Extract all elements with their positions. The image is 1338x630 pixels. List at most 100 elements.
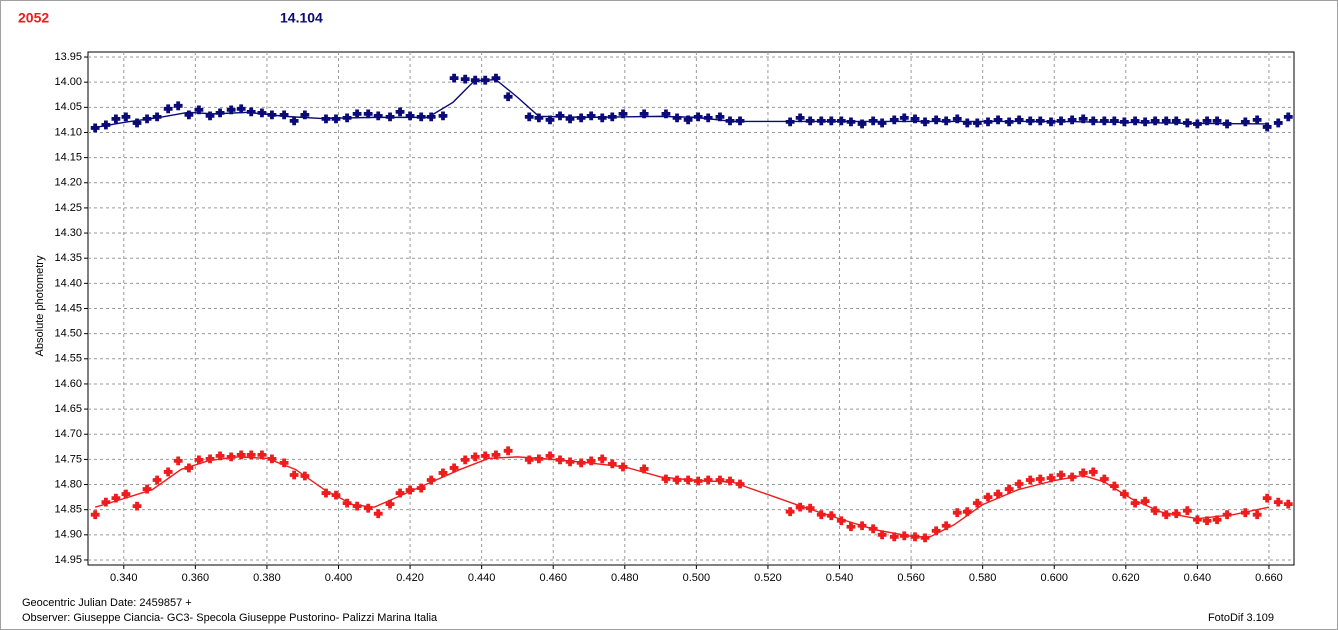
legend-entry: 14.104 [280,10,323,26]
data-point [267,110,277,120]
x-tick-label: 0.620 [1112,572,1140,584]
data-point [1273,118,1283,128]
data-point [857,119,867,129]
data-point [1056,116,1066,126]
data-point [503,92,513,102]
data-point [993,489,1003,499]
x-axis-label: Geocentric Julian Date: 2459857 + [22,597,192,609]
data-point [1182,506,1192,516]
data-point [426,475,436,485]
data-point [1109,481,1119,491]
data-point [491,450,501,460]
data-point [805,503,815,513]
data-point [607,459,617,469]
data-point [236,104,246,114]
data-point [715,112,725,122]
data-point [816,510,826,520]
data-point [1283,112,1293,122]
x-tick-label: 0.460 [539,572,567,584]
data-point [331,490,341,500]
x-tick-label: 0.360 [182,572,210,584]
data-point [246,107,256,117]
data-point [257,108,267,118]
y-tick-label: 14.40 [54,277,82,289]
data-point [993,115,1003,125]
data-point [257,450,267,460]
data-point [279,110,289,120]
x-tick-label: 0.480 [611,572,639,584]
data-point [962,507,972,517]
data-point [480,451,490,461]
data-point [289,470,299,480]
legend-entry: 2052 [18,10,49,26]
x-tick-label: 0.560 [897,572,925,584]
data-point [877,530,887,540]
data-point [321,114,331,124]
data-point [586,456,596,466]
data-point [1202,116,1212,126]
data-point [910,114,920,124]
x-tick-label: 0.640 [1184,572,1212,584]
y-tick-label: 14.15 [54,152,82,164]
data-point [683,115,693,125]
data-point [1192,515,1202,525]
data-point [184,463,194,473]
data-point [111,493,121,503]
data-point [491,73,501,83]
data-point [373,509,383,519]
data-point [215,108,225,118]
data-point [703,475,713,485]
data-point [1240,117,1250,127]
data-point [395,107,405,117]
x-tick-label: 0.660 [1255,572,1283,584]
y-tick-label: 14.25 [54,202,82,214]
y-tick-label: 14.85 [54,504,82,516]
data-point [1025,116,1035,126]
data-point [163,467,173,477]
data-point [470,452,480,462]
observer-note: Observer: Giuseppe Ciancia- GC3- Specola… [22,612,438,624]
data-point [142,484,152,494]
data-point [1212,116,1222,126]
data-point [1088,467,1098,477]
data-point [215,451,225,461]
x-tick-label: 0.580 [969,572,997,584]
data-point [868,116,878,126]
data-point [1130,498,1140,508]
data-point [877,118,887,128]
data-point [868,524,878,534]
x-tick-label: 0.440 [468,572,496,584]
data-point [565,114,575,124]
y-tick-label: 14.90 [54,529,82,541]
data-point [1004,117,1014,127]
data-point [931,115,941,125]
data-point [152,112,162,122]
y-tick-label: 14.55 [54,353,82,365]
data-point [983,492,993,502]
data-point [449,73,459,83]
x-tick-label: 0.520 [754,572,782,584]
data-point [639,109,649,119]
data-point [1150,506,1160,516]
data-point [1035,474,1045,484]
data-point [618,109,628,119]
data-point [267,454,277,464]
data-point [1202,516,1212,526]
data-point [460,455,470,465]
data-point [416,112,426,122]
y-tick-label: 14.05 [54,101,82,113]
data-point [846,522,856,532]
data-point [132,118,142,128]
data-point [962,118,972,128]
data-point [385,499,395,509]
data-point [826,511,836,521]
data-point [121,489,131,499]
data-point [1109,116,1119,126]
data-point [1014,115,1024,125]
data-point [363,503,373,513]
data-point [1046,117,1056,127]
data-point [785,507,795,517]
data-point [910,532,920,542]
data-point [101,497,111,507]
data-point [672,475,682,485]
